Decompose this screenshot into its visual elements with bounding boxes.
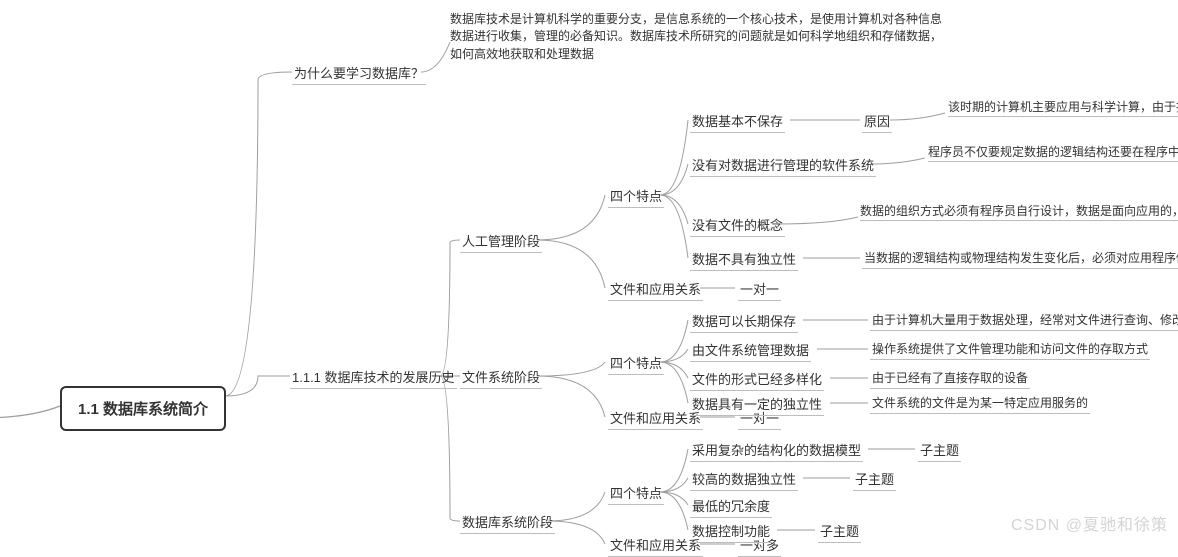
c3-p1-tag: 子主题 xyxy=(918,440,961,462)
node-history[interactable]: 1.1.1 数据库技术的发展历史 xyxy=(290,367,457,389)
c2-p4-detail: 文件系统的文件是为某一特定应用服务的 xyxy=(870,394,1090,414)
c1-p3[interactable]: 没有文件的概念 xyxy=(690,215,785,237)
c3-p2[interactable]: 较高的数据独立性 xyxy=(690,469,798,491)
c3-p4-tag: 子主题 xyxy=(818,521,861,543)
c1-p4-detail: 当数据的逻辑结构或物理结构发生变化后，必须对应用程序做 xyxy=(862,249,1178,269)
c3-p3[interactable]: 最低的冗余度 xyxy=(690,496,772,518)
node-db-stage[interactable]: 数据库系统阶段 xyxy=(460,512,555,534)
c2-p2-detail: 操作系统提供了文件管理功能和访问文件的存取方式 xyxy=(870,340,1150,360)
node-manual-stage[interactable]: 人工管理阶段 xyxy=(460,231,542,253)
node-manual-relation-val: 一对一 xyxy=(738,279,781,301)
c2-p3-detail: 由于已经有了直接存取的设备 xyxy=(870,369,1030,389)
c1-p2-detail: 程序员不仅要规定数据的逻辑结构还要在程序中取方式，输入和输出方式 xyxy=(928,143,1178,162)
node-file-stage[interactable]: 文件系统阶段 xyxy=(460,367,542,389)
c1-p4[interactable]: 数据不具有独立性 xyxy=(690,249,798,271)
c2-p1[interactable]: 数据可以长期保存 xyxy=(690,311,798,333)
node-file-4points[interactable]: 四个特点 xyxy=(608,353,664,375)
node-file-relation[interactable]: 文件和应用关系 xyxy=(608,408,703,430)
c2-p2[interactable]: 由文件系统管理数据 xyxy=(690,340,811,362)
c3-p1[interactable]: 采用复杂的结构化的数据模型 xyxy=(690,440,863,462)
mindmap-edges xyxy=(0,0,1178,541)
node-db-relation[interactable]: 文件和应用关系 xyxy=(608,535,703,557)
node-why-learn-db-desc: 数据库技术是计算机科学的重要分支，是信息系统的一个核心技术，是使用计算机对各种信… xyxy=(450,11,950,63)
c2-p1-detail: 由于计算机大量用于数据处理，经常对文件进行查询、修改、 xyxy=(870,311,1178,331)
c1-p1[interactable]: 数据基本不保存 xyxy=(690,111,785,133)
root-label: 1.1 数据库系统简介 xyxy=(78,401,208,418)
c3-p2-tag: 子主题 xyxy=(853,469,896,491)
root-node[interactable]: 1.1 数据库系统简介 xyxy=(60,386,226,431)
c1-p1-detail: 该时期的计算机主要应用与科学计算，由于技术限只是在计算某一课题时将数据输入，用完… xyxy=(948,98,1178,117)
c1-p2[interactable]: 没有对数据进行管理的软件系统 xyxy=(690,155,876,177)
c3-p4[interactable]: 数据控制功能 xyxy=(690,521,772,543)
c1-p3-detail: 数据的组织方式必须有程序员自行设计，数据是面向应用的，一个程序 xyxy=(860,202,1178,221)
c2-p4[interactable]: 数据具有一定的独立性 xyxy=(690,394,824,416)
c2-p3[interactable]: 文件的形式已经多样化 xyxy=(690,369,824,391)
watermark: CSDN @夏驰和徐策 xyxy=(1011,511,1168,535)
c1-p1-tag: 原因 xyxy=(862,111,892,133)
node-manual-4points[interactable]: 四个特点 xyxy=(608,186,664,208)
node-manual-relation[interactable]: 文件和应用关系 xyxy=(608,279,703,301)
node-db-4points[interactable]: 四个特点 xyxy=(608,483,664,505)
node-why-learn-db[interactable]: 为什么要学习数据库？ xyxy=(292,63,426,85)
